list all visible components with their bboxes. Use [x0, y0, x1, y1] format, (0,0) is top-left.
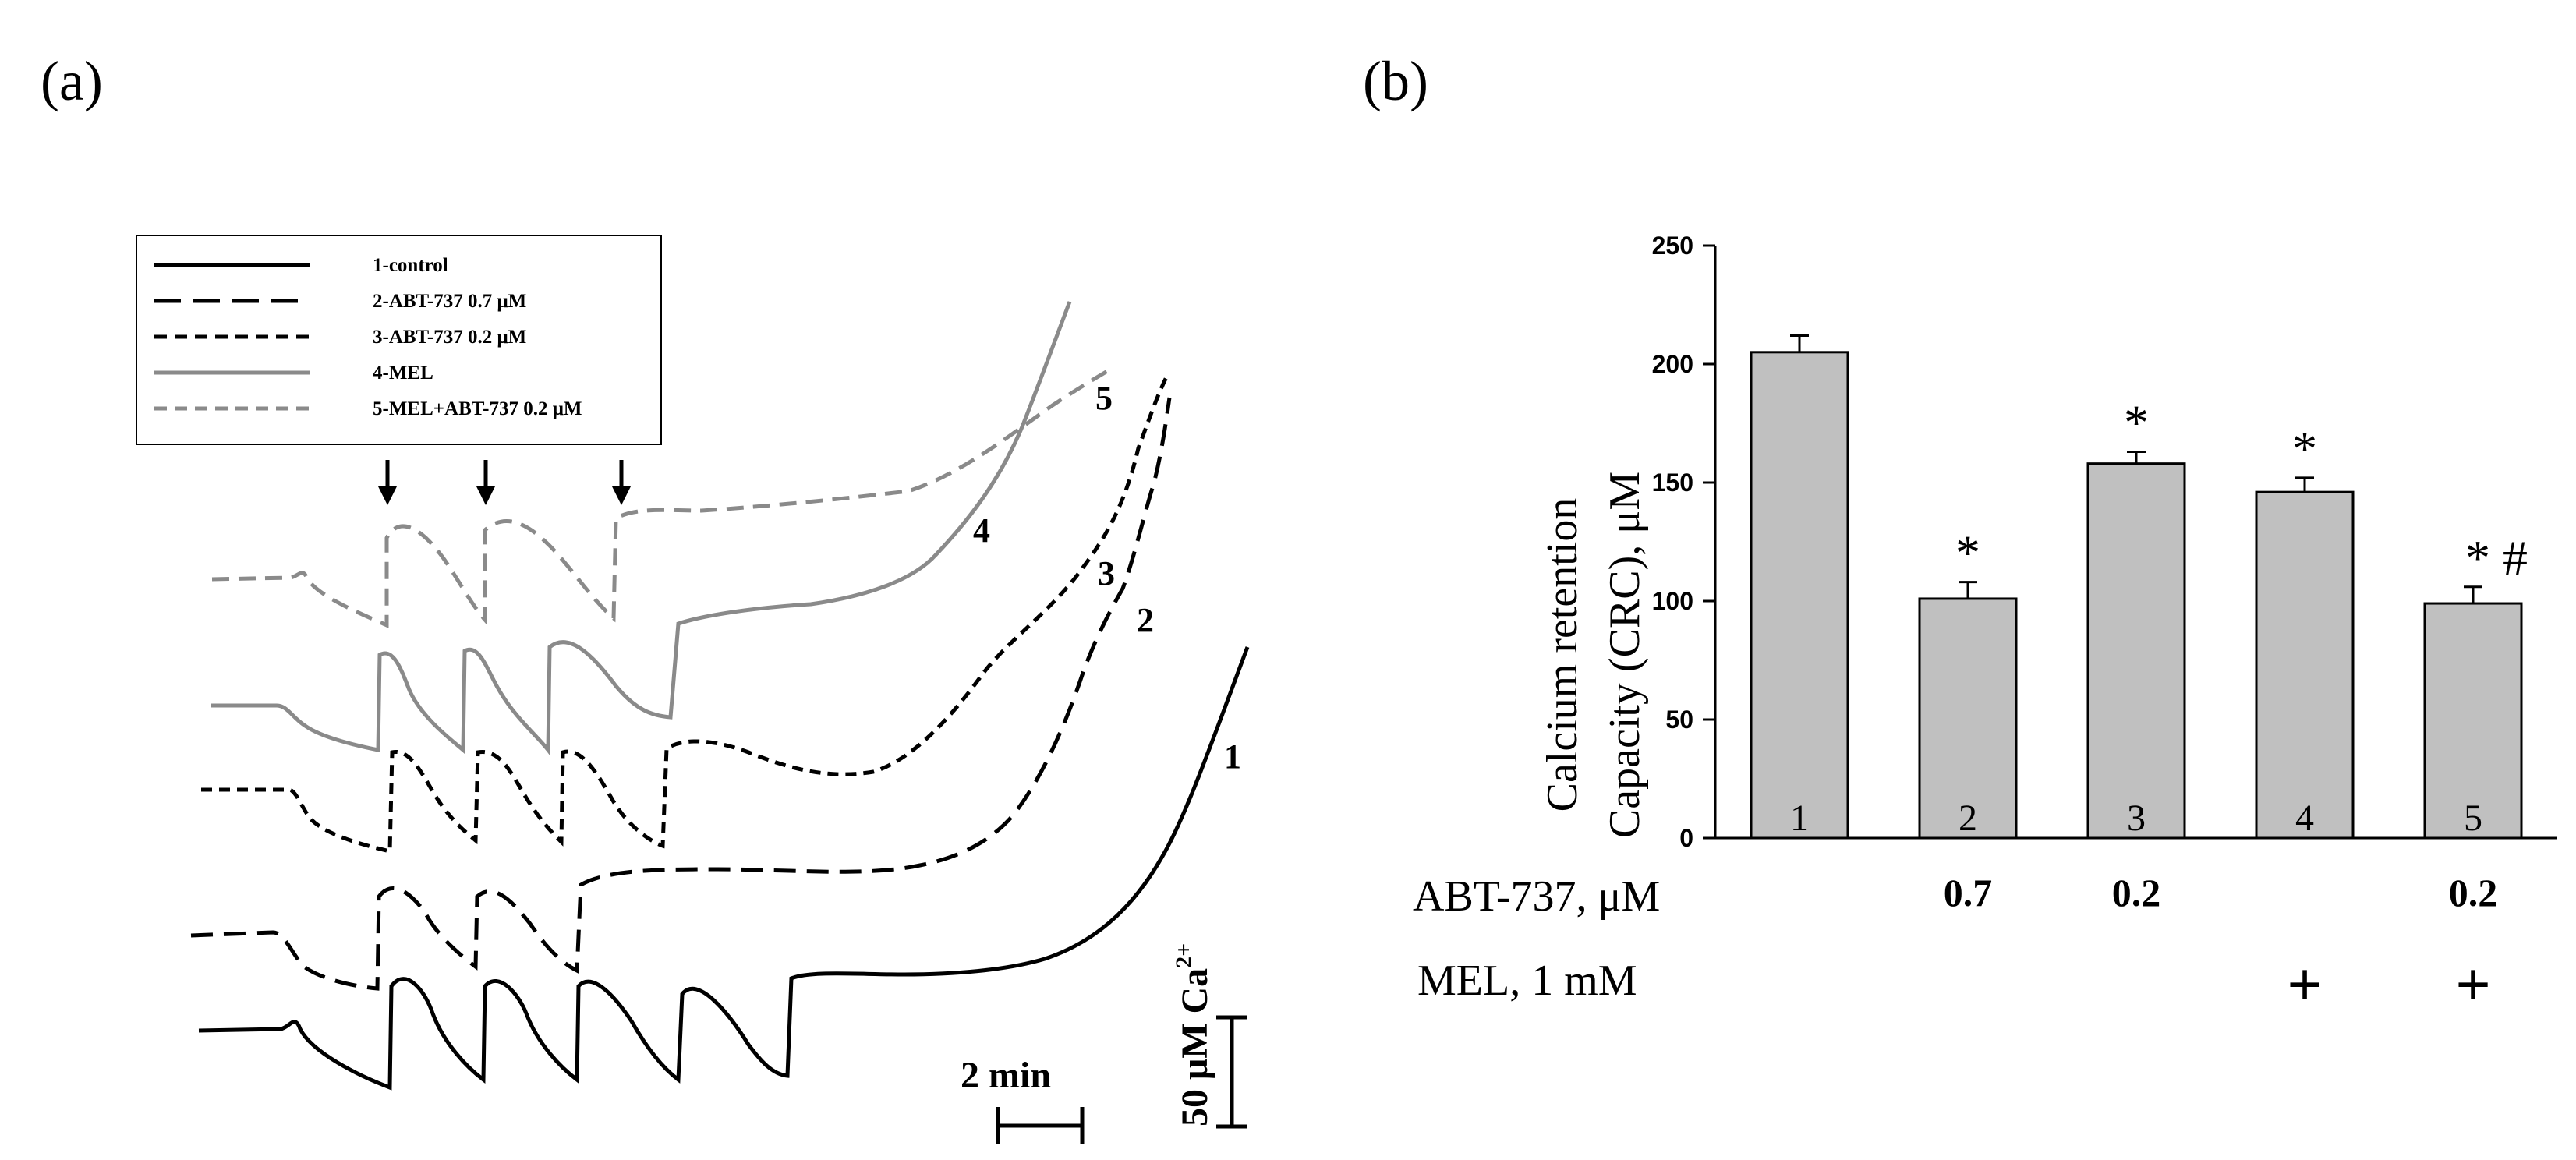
trace-number-5: 5: [1095, 379, 1113, 417]
condition-value-mel-4: +: [2287, 951, 2323, 1020]
arrow-down-icon: [612, 460, 631, 505]
condition-value-mel-5: +: [2455, 951, 2491, 1020]
legend-label-5: 5-MEL+ABT-737 0.2 μM: [373, 398, 582, 419]
arrow-down-icon: [476, 460, 495, 505]
bar-3: [2086, 462, 2186, 840]
legend-items: 1-control 2-ABT-737 0.7 μM 3-ABT-737 0.2 μ…: [154, 255, 582, 419]
y-tick-label: 100: [1652, 587, 1693, 615]
legend-label-1: 1-control: [373, 255, 448, 276]
legend-label-4: 4-MEL: [373, 362, 433, 384]
bar-1: [1750, 351, 1849, 840]
concentration-scale-text: 50 μM Ca: [1174, 968, 1215, 1126]
significance-mark-3: *: [2124, 394, 2149, 450]
trace-1: [198, 646, 1250, 1091]
legend-label-2: 2-ABT-737 0.7 μM: [373, 291, 526, 312]
bar-5: [2423, 602, 2523, 840]
condition-value-abt-2: 0.7: [1944, 871, 1993, 914]
concentration-scale-superscript: 2+: [1171, 943, 1197, 968]
category-label-5: 5: [2464, 798, 2482, 839]
trace-number-3: 3: [1098, 554, 1115, 592]
addition-arrows: [378, 460, 631, 505]
bar-4: [2255, 490, 2355, 840]
legend-label-3: 3-ABT-737 0.2 μM: [373, 327, 526, 348]
trace-2: [190, 397, 1172, 991]
condition-value-abt-3: 0.2: [2112, 871, 2161, 914]
y-tick-label: 150: [1652, 469, 1693, 497]
category-label-2: 2: [1959, 798, 1977, 839]
panel-a-label: (a): [41, 50, 103, 112]
trace-3: [201, 373, 1170, 854]
y-tick-label: 0: [1679, 824, 1693, 852]
y-tick-label: 50: [1665, 706, 1693, 734]
bar-2: [1918, 597, 2018, 840]
concentration-scale-label: 50 μM Ca2+: [1171, 943, 1215, 1126]
concentration-scale-bar: [1216, 1015, 1247, 1129]
trace-number-2: 2: [1137, 601, 1154, 639]
y-tick-label: 250: [1652, 232, 1693, 260]
significance-mark-4: *: [2292, 421, 2317, 476]
y-tick-label: 200: [1652, 350, 1693, 378]
panel-b-label: (b): [1363, 50, 1428, 112]
time-scale-bar: [996, 1107, 1085, 1144]
significance-mark-2: *: [1955, 525, 1980, 581]
category-label-3: 3: [2127, 798, 2146, 839]
crc-bar-chart: 0 50 100 150 200 250 1 2 * 3 * 4 * 5 * # Calcium rete…: [1413, 232, 2557, 1020]
trace-4: [211, 301, 1072, 756]
arrow-down-icon: [378, 460, 397, 505]
bars: 1 2 * 3 * 4 * 5 * #: [1750, 334, 2528, 840]
category-label-4: 4: [2295, 798, 2314, 839]
category-label-1: 1: [1790, 798, 1809, 839]
trace-number-1: 1: [1224, 737, 1241, 776]
calcium-traces: 1-control 2-ABT-737 0.7 μM 3-ABT-737 0.2 μ…: [136, 235, 1250, 1144]
y-axis-label-line1: Calcium retention: [1538, 498, 1587, 812]
condition-label-mel: MEL, 1 mM: [1417, 957, 1637, 1005]
significance-mark-5: * #: [2465, 530, 2528, 585]
condition-value-abt-5: 0.2: [2449, 871, 2498, 914]
trace-5: [211, 368, 1110, 628]
condition-label-abt: ABT-737, μM: [1413, 872, 1660, 921]
trace-number-4: 4: [973, 511, 990, 550]
condition-values: 0.7 0.2 0.2 + +: [1944, 871, 2498, 1020]
y-axis: 0 50 100 150 200 250: [1652, 232, 1717, 852]
y-axis-label-line2: Capacity (CRC), μM: [1601, 472, 1649, 838]
time-scale-label: 2 min: [961, 1055, 1051, 1096]
